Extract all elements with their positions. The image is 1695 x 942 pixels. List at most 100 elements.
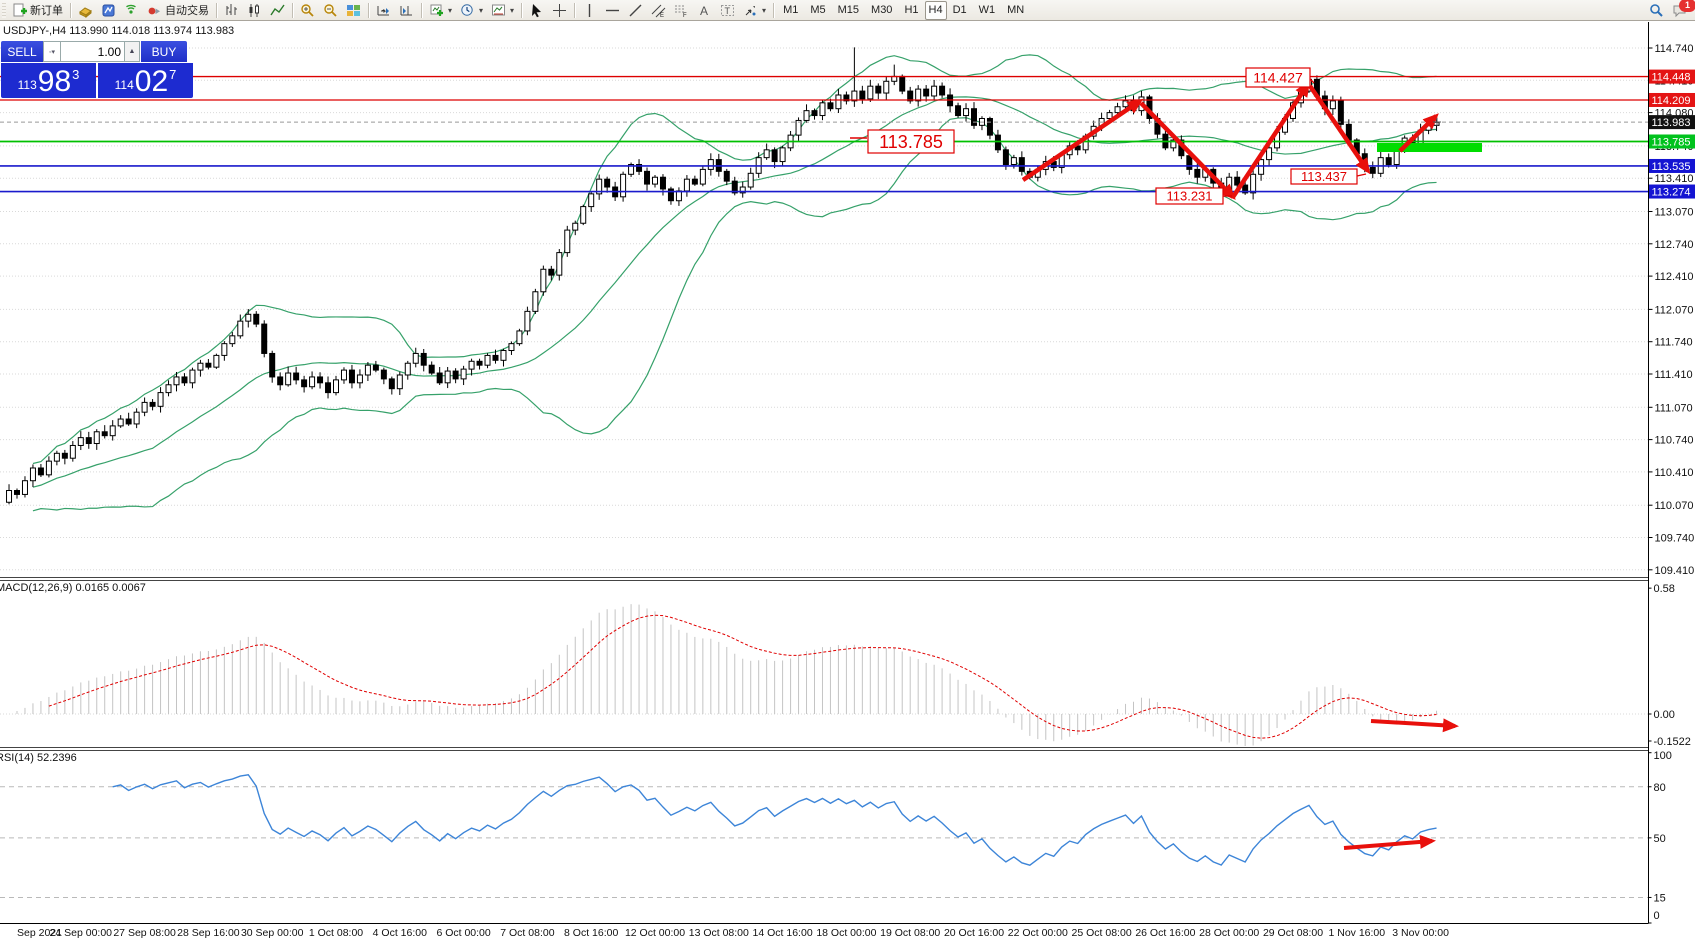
separator	[216, 2, 217, 18]
panel-separators[interactable]	[0, 577, 1695, 751]
chart-shift-button[interactable]	[395, 1, 418, 20]
timeframe-m15-button[interactable]: M15	[837, 4, 860, 16]
svg-text:14 Oct 16:00: 14 Oct 16:00	[753, 927, 813, 939]
macd-arrow	[1370, 718, 1459, 733]
svg-text:T: T	[725, 6, 731, 16]
fibonacci-button[interactable]: F	[670, 1, 693, 20]
trendline-button[interactable]	[624, 1, 647, 20]
svg-text:30 Sep 00:00: 30 Sep 00:00	[241, 927, 304, 939]
timeframe-d1-button[interactable]: D1	[952, 4, 967, 16]
periods-button[interactable]: ▾	[456, 1, 487, 20]
cursor-button[interactable]	[525, 1, 548, 20]
toolbar-grip[interactable]	[2, 2, 6, 18]
svg-text:114.448: 114.448	[1652, 72, 1691, 84]
svg-text:E: E	[660, 13, 664, 18]
sell-button[interactable]: SELL	[1, 41, 43, 62]
timeframe-m30-button[interactable]: M30	[871, 4, 893, 16]
new-chart-button[interactable]: ▾	[425, 1, 456, 20]
search-button[interactable]	[1645, 1, 1668, 20]
svg-text:26 Oct 16:00: 26 Oct 16:00	[1135, 927, 1195, 939]
signal-icon	[124, 3, 139, 18]
price-label-annotations[interactable]: 114.427 113.785 113.437 113.231	[850, 67, 1367, 205]
arrows-object-icon	[743, 3, 758, 18]
trend-down-2	[1308, 84, 1371, 175]
horizontal-line-button[interactable]	[601, 1, 624, 20]
text-button[interactable]: A	[693, 1, 716, 20]
horizontal-line-icon	[605, 3, 620, 18]
vertical-line-button[interactable]	[578, 1, 601, 20]
bar-chart-mode-button[interactable]	[220, 1, 243, 20]
svg-text:111.070: 111.070	[1655, 402, 1693, 414]
timeframe-h4-button[interactable]: H4	[924, 0, 947, 20]
svg-text:113.437: 113.437	[1301, 169, 1347, 184]
sell-price[interactable]: 113 98 3	[1, 63, 96, 98]
autotrading-button[interactable]: 自动交易	[143, 1, 213, 20]
new-order-button[interactable]: 新订单	[8, 1, 67, 20]
svg-text:6 Oct 00:00: 6 Oct 00:00	[436, 927, 490, 939]
line-chart-mode-button[interactable]	[266, 1, 289, 20]
separator	[292, 2, 293, 18]
volume-stepper[interactable]: ▲	[125, 41, 140, 62]
chart-shift-icon	[399, 3, 414, 18]
macd-histogram	[16, 604, 1438, 746]
arrows-objects-button[interactable]: ▾	[739, 1, 770, 20]
bar-chart-icon	[224, 3, 239, 18]
support-highlight-zone[interactable]	[1377, 143, 1482, 152]
charts-gold-button[interactable]	[74, 1, 97, 20]
templates-button[interactable]: ▾	[487, 1, 518, 20]
trend-up-1	[1021, 98, 1144, 182]
svg-text:8 Oct 16:00: 8 Oct 16:00	[564, 927, 618, 939]
timeframe-mn-button[interactable]: MN	[1007, 4, 1025, 16]
timeframe-m5-button[interactable]: M5	[810, 4, 826, 16]
timeframe-h1-button[interactable]: H1	[904, 4, 919, 16]
zoom-in-icon	[300, 3, 315, 18]
svg-text:113.231: 113.231	[1166, 189, 1212, 204]
svg-text:12 Oct 00:00: 12 Oct 00:00	[625, 927, 685, 939]
timeframe-w1-button[interactable]: W1	[978, 4, 996, 16]
zoom-out-button[interactable]	[319, 1, 342, 20]
separator	[421, 2, 422, 18]
equidistant-channel-button[interactable]: E	[647, 1, 670, 20]
signals-button[interactable]	[120, 1, 143, 20]
svg-text:111.740: 111.740	[1655, 337, 1693, 349]
candlestick-mode-button[interactable]	[243, 1, 266, 20]
trend-down-1	[1139, 101, 1236, 200]
crosshair-button[interactable]	[548, 1, 571, 20]
svg-text:113.785: 113.785	[879, 132, 943, 152]
svg-text:113.983: 113.983	[1652, 117, 1691, 129]
zoom-in-button[interactable]	[296, 1, 319, 20]
toolbar: 新订单 自动交易	[0, 0, 1695, 21]
separator	[773, 2, 775, 18]
volume-input[interactable]: 1.00	[61, 41, 125, 62]
svg-text:3 Nov 00:00: 3 Nov 00:00	[1392, 927, 1449, 939]
trend-up-2	[1231, 80, 1311, 199]
svg-text:28 Sep 16:00: 28 Sep 16:00	[177, 927, 240, 939]
macd-signal-line	[48, 614, 1437, 739]
price-axis[interactable]: 114.740114.410114.080113.740113.410113.0…	[0, 22, 1695, 942]
macd-indicator-label: MACD(12,26,9) 0.0165 0.0067	[0, 582, 146, 594]
buy-price[interactable]: 114 02 7	[98, 63, 193, 98]
svg-text:80: 80	[1654, 782, 1666, 794]
svg-text:114.209: 114.209	[1652, 95, 1691, 107]
notifications-button[interactable]: 1	[1668, 0, 1695, 20]
chevron-down-icon: ▾	[479, 5, 484, 15]
svg-text:F: F	[683, 13, 687, 18]
lot-preset-dropdown[interactable]: ◦▾	[43, 41, 61, 62]
tile-windows-button[interactable]	[342, 1, 365, 20]
rsi-line	[112, 774, 1437, 866]
svg-text:113.274: 113.274	[1652, 187, 1691, 199]
buy-button[interactable]: BUY	[141, 41, 187, 62]
svg-text:20 Oct 16:00: 20 Oct 16:00	[944, 927, 1004, 939]
svg-text:1 Nov 16:00: 1 Nov 16:00	[1328, 927, 1385, 939]
tile-windows-icon	[346, 3, 361, 18]
auto-scroll-button[interactable]	[372, 1, 395, 20]
timeframe-m1-button[interactable]: M1	[783, 4, 799, 16]
horizontal-level-lines[interactable]	[0, 75, 1648, 193]
svg-text:110.410: 110.410	[1655, 467, 1694, 479]
trend-arrows[interactable]	[1021, 80, 1459, 850]
metaeditor-button[interactable]	[97, 1, 120, 20]
text-label-button[interactable]: T	[716, 1, 739, 20]
